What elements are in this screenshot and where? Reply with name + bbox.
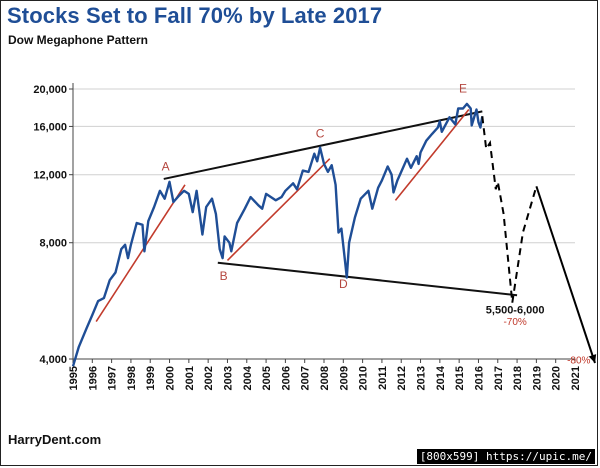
x-tick-label: 1998 (126, 366, 138, 390)
source-label: HarryDent.com (8, 432, 102, 447)
trendline (163, 110, 483, 180)
x-tick-label: 2006 (280, 366, 292, 390)
x-tick-label: 2012 (396, 366, 408, 390)
x-tick-label: 2014 (435, 365, 447, 390)
x-tick-label: 2003 (222, 366, 234, 390)
x-tick-label: 2000 (165, 366, 177, 390)
point-label-d: D (339, 277, 348, 291)
trendline (217, 261, 518, 297)
axes-group: 4,000 8,000 12,000 16,000 20,000 1995 1996 1997… (33, 83, 582, 390)
x-tick-label: 1995 (68, 366, 80, 390)
chart-title: Stocks Set to Fall 70% by Late 2017 (7, 3, 383, 28)
y-tick-label: 20,000 (33, 84, 67, 96)
x-tick-label: 1997 (107, 366, 119, 390)
chart-canvas: 4,000 8,000 12,000 16,000 20,000 1995 1996 1997… (33, 81, 597, 390)
dow-series-line (71, 102, 484, 367)
x-tick-label: 2005 (261, 366, 273, 390)
x-tick-label: 2019 (531, 366, 543, 390)
x-tick-label: 2017 (493, 366, 505, 390)
watermark-label: [800x599] https://upic.me/ (416, 449, 595, 464)
point-label-b: B (220, 269, 228, 283)
x-tick-label: 2001 (184, 366, 196, 390)
target-range-label: 5,500-6,000 (486, 304, 545, 316)
target-drop-label: -70% (503, 317, 526, 328)
trendline (95, 184, 186, 323)
x-tick-label: 2010 (358, 366, 370, 390)
projection-line (481, 116, 538, 303)
y-tick-label: 16,000 (33, 121, 67, 133)
x-tick-label: 1999 (145, 366, 157, 390)
x-tick-label: 2008 (319, 366, 331, 390)
projection-arrowhead (588, 354, 597, 363)
trendline (226, 158, 331, 261)
x-tick-label: 2020 (551, 366, 563, 390)
x-tick-label: 2002 (203, 366, 215, 390)
label-group: A B C D E 5,500-6,000-70% -80% (162, 81, 591, 366)
point-label-a: A (162, 160, 170, 174)
x-tick-label: 2011 (377, 366, 389, 390)
projection-arrow-line (535, 185, 596, 364)
y-tick-label: 4,000 (39, 354, 67, 366)
x-tick-label: 2018 (512, 366, 524, 390)
x-tick-label: 2015 (454, 366, 466, 390)
extended-drop-label: -80% (567, 356, 590, 367)
x-tick-label: 2013 (416, 366, 428, 390)
series-group (71, 102, 597, 367)
chart-subtitle: Dow Megaphone Pattern (8, 33, 149, 47)
x-tick-label: 2021 (570, 366, 582, 390)
x-tick-label: 2016 (473, 366, 485, 390)
trendline (394, 108, 470, 201)
x-tick-label: 2007 (300, 366, 312, 390)
y-tick-label: 8,000 (39, 238, 67, 250)
x-tick-label: 2009 (338, 366, 350, 390)
trendline-group (95, 108, 518, 323)
point-label-e: E (459, 81, 467, 95)
y-tick-label: 12,000 (33, 170, 67, 182)
point-label-c: C (316, 126, 325, 140)
x-tick-label: 1996 (87, 366, 99, 390)
x-tick-label: 2004 (242, 365, 254, 390)
